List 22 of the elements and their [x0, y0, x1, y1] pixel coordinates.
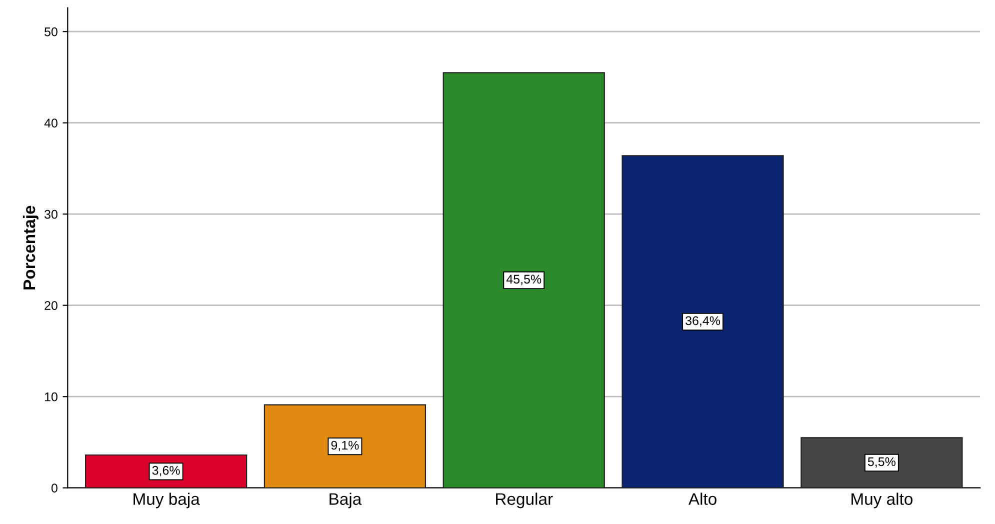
- y-tick-label: 50: [44, 27, 58, 36]
- x-tick-label: Muy baja: [134, 492, 200, 508]
- data-label: 3,6%: [152, 466, 180, 476]
- y-axis-title: Porcentaje: [22, 206, 38, 290]
- data-label: 36,4%: [686, 316, 720, 327]
- bar: [264, 404, 426, 488]
- x-tick-label: Alto: [688, 492, 716, 505]
- data-label: 45,5%: [506, 274, 542, 286]
- bar: [84, 454, 248, 488]
- y-tick-label: 20: [44, 301, 58, 310]
- data-label: 9,1%: [331, 440, 359, 452]
- data-label: 5,5%: [868, 457, 896, 468]
- x-tick-label: Muy alto: [852, 492, 912, 508]
- y-tick-label: 40: [44, 118, 58, 128]
- x-tick-label: Regular: [496, 492, 553, 508]
- bar: [800, 437, 963, 488]
- y-tick-label: 10: [44, 392, 58, 402]
- bar: [622, 155, 784, 488]
- y-tick-label: 30: [44, 210, 58, 219]
- x-tick-label: Baja: [330, 492, 362, 508]
- bar: [442, 72, 605, 488]
- y-tick-label: 0: [51, 484, 58, 492]
